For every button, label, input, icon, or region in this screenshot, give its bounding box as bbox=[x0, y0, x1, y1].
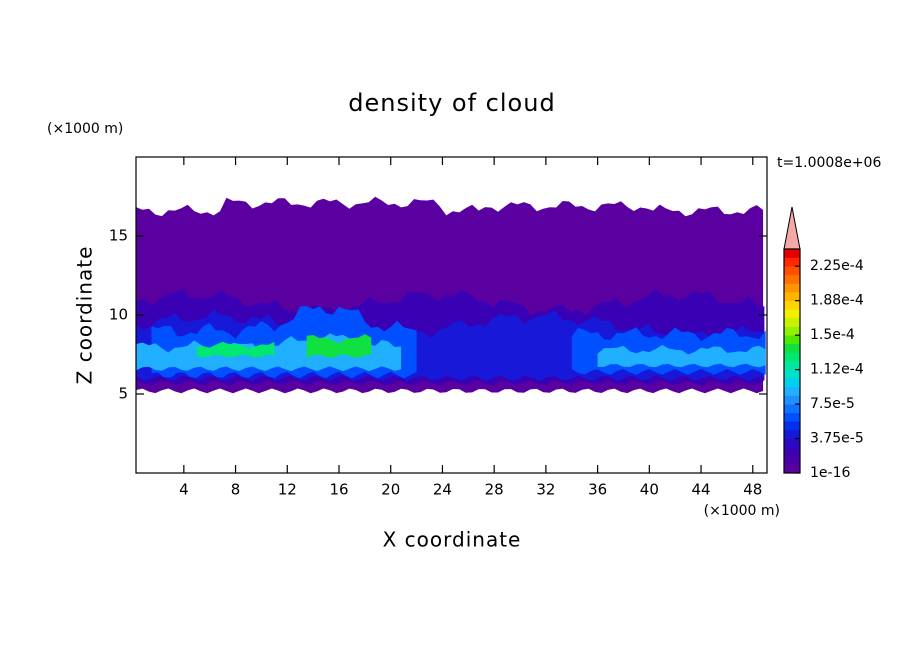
colorbar-band bbox=[784, 386, 800, 396]
colorbar-band bbox=[784, 343, 800, 353]
colorbar-band bbox=[784, 292, 800, 301]
colorbar-band bbox=[784, 464, 800, 474]
x-tick-label: 8 bbox=[231, 481, 241, 499]
colorbar-band bbox=[784, 317, 800, 327]
colorbar-frame bbox=[783, 248, 801, 474]
x-unit: (×1000 m) bbox=[704, 503, 780, 519]
colorbar-band bbox=[784, 352, 800, 362]
y-unit: (×1000 m) bbox=[47, 121, 123, 137]
x-tick-label: 16 bbox=[329, 481, 348, 499]
x-tick-label: 32 bbox=[536, 481, 555, 499]
colorbar-band bbox=[784, 309, 800, 319]
colorbar-tick-label: 2.25e-4 bbox=[810, 258, 864, 274]
colorbar-band bbox=[784, 335, 800, 345]
colorbar-tick-label: 3.75e-5 bbox=[810, 431, 864, 447]
x-tick-label: 12 bbox=[278, 481, 297, 499]
x-tick-label: 44 bbox=[692, 481, 711, 499]
y-tick-label: 5 bbox=[118, 385, 128, 403]
colorbar-band bbox=[784, 447, 800, 457]
colorbar-extension bbox=[783, 206, 801, 250]
colorbar-band bbox=[784, 395, 800, 405]
colorbar-tick-label: 1.88e-4 bbox=[810, 293, 864, 309]
x-tick-label: 40 bbox=[640, 481, 659, 499]
x-tick-label: 20 bbox=[381, 481, 400, 499]
colorbar-band bbox=[784, 257, 800, 267]
contour-region bbox=[306, 334, 372, 358]
colorbar-tick-label: 7.5e-5 bbox=[810, 396, 855, 412]
contour-field bbox=[136, 196, 766, 394]
colorbar-band bbox=[784, 266, 800, 276]
chart-title: density of cloud bbox=[348, 89, 555, 117]
x-tick-label: 48 bbox=[743, 481, 762, 499]
x-tick-label: 24 bbox=[433, 481, 452, 499]
contour-region bbox=[597, 344, 766, 368]
colorbar-band bbox=[784, 429, 800, 439]
colorbar-tick-label: 1.12e-4 bbox=[810, 362, 864, 378]
colorbar-band bbox=[784, 369, 800, 379]
y-tick-label: 15 bbox=[109, 227, 128, 245]
colorbar-band bbox=[784, 283, 800, 293]
colorbar-band bbox=[784, 455, 800, 465]
colorbar-band bbox=[784, 249, 800, 258]
colorbar-band bbox=[784, 274, 800, 284]
colorbar-band bbox=[784, 404, 800, 413]
colorbar-band bbox=[784, 438, 800, 448]
colorbar-band bbox=[784, 300, 800, 310]
time-label: t=1.0008e+06 bbox=[777, 155, 881, 171]
contour-region bbox=[196, 341, 275, 358]
colorbar-band bbox=[784, 361, 800, 370]
colorbar-band bbox=[784, 378, 800, 388]
x-tick-label: 4 bbox=[179, 481, 189, 499]
colorbar-band bbox=[784, 412, 800, 422]
colorbar-band bbox=[784, 421, 800, 431]
colorbar-tick-label: 1.5e-4 bbox=[810, 327, 855, 343]
x-axis-label: X coordinate bbox=[383, 528, 522, 552]
x-tick-label: 28 bbox=[485, 481, 504, 499]
colorbar-band bbox=[784, 326, 800, 336]
y-tick-label: 10 bbox=[109, 306, 128, 324]
colorbar-tick-label: 1e-16 bbox=[810, 465, 850, 481]
x-tick-label: 36 bbox=[588, 481, 607, 499]
y-axis-label: Z coordinate bbox=[73, 246, 97, 385]
